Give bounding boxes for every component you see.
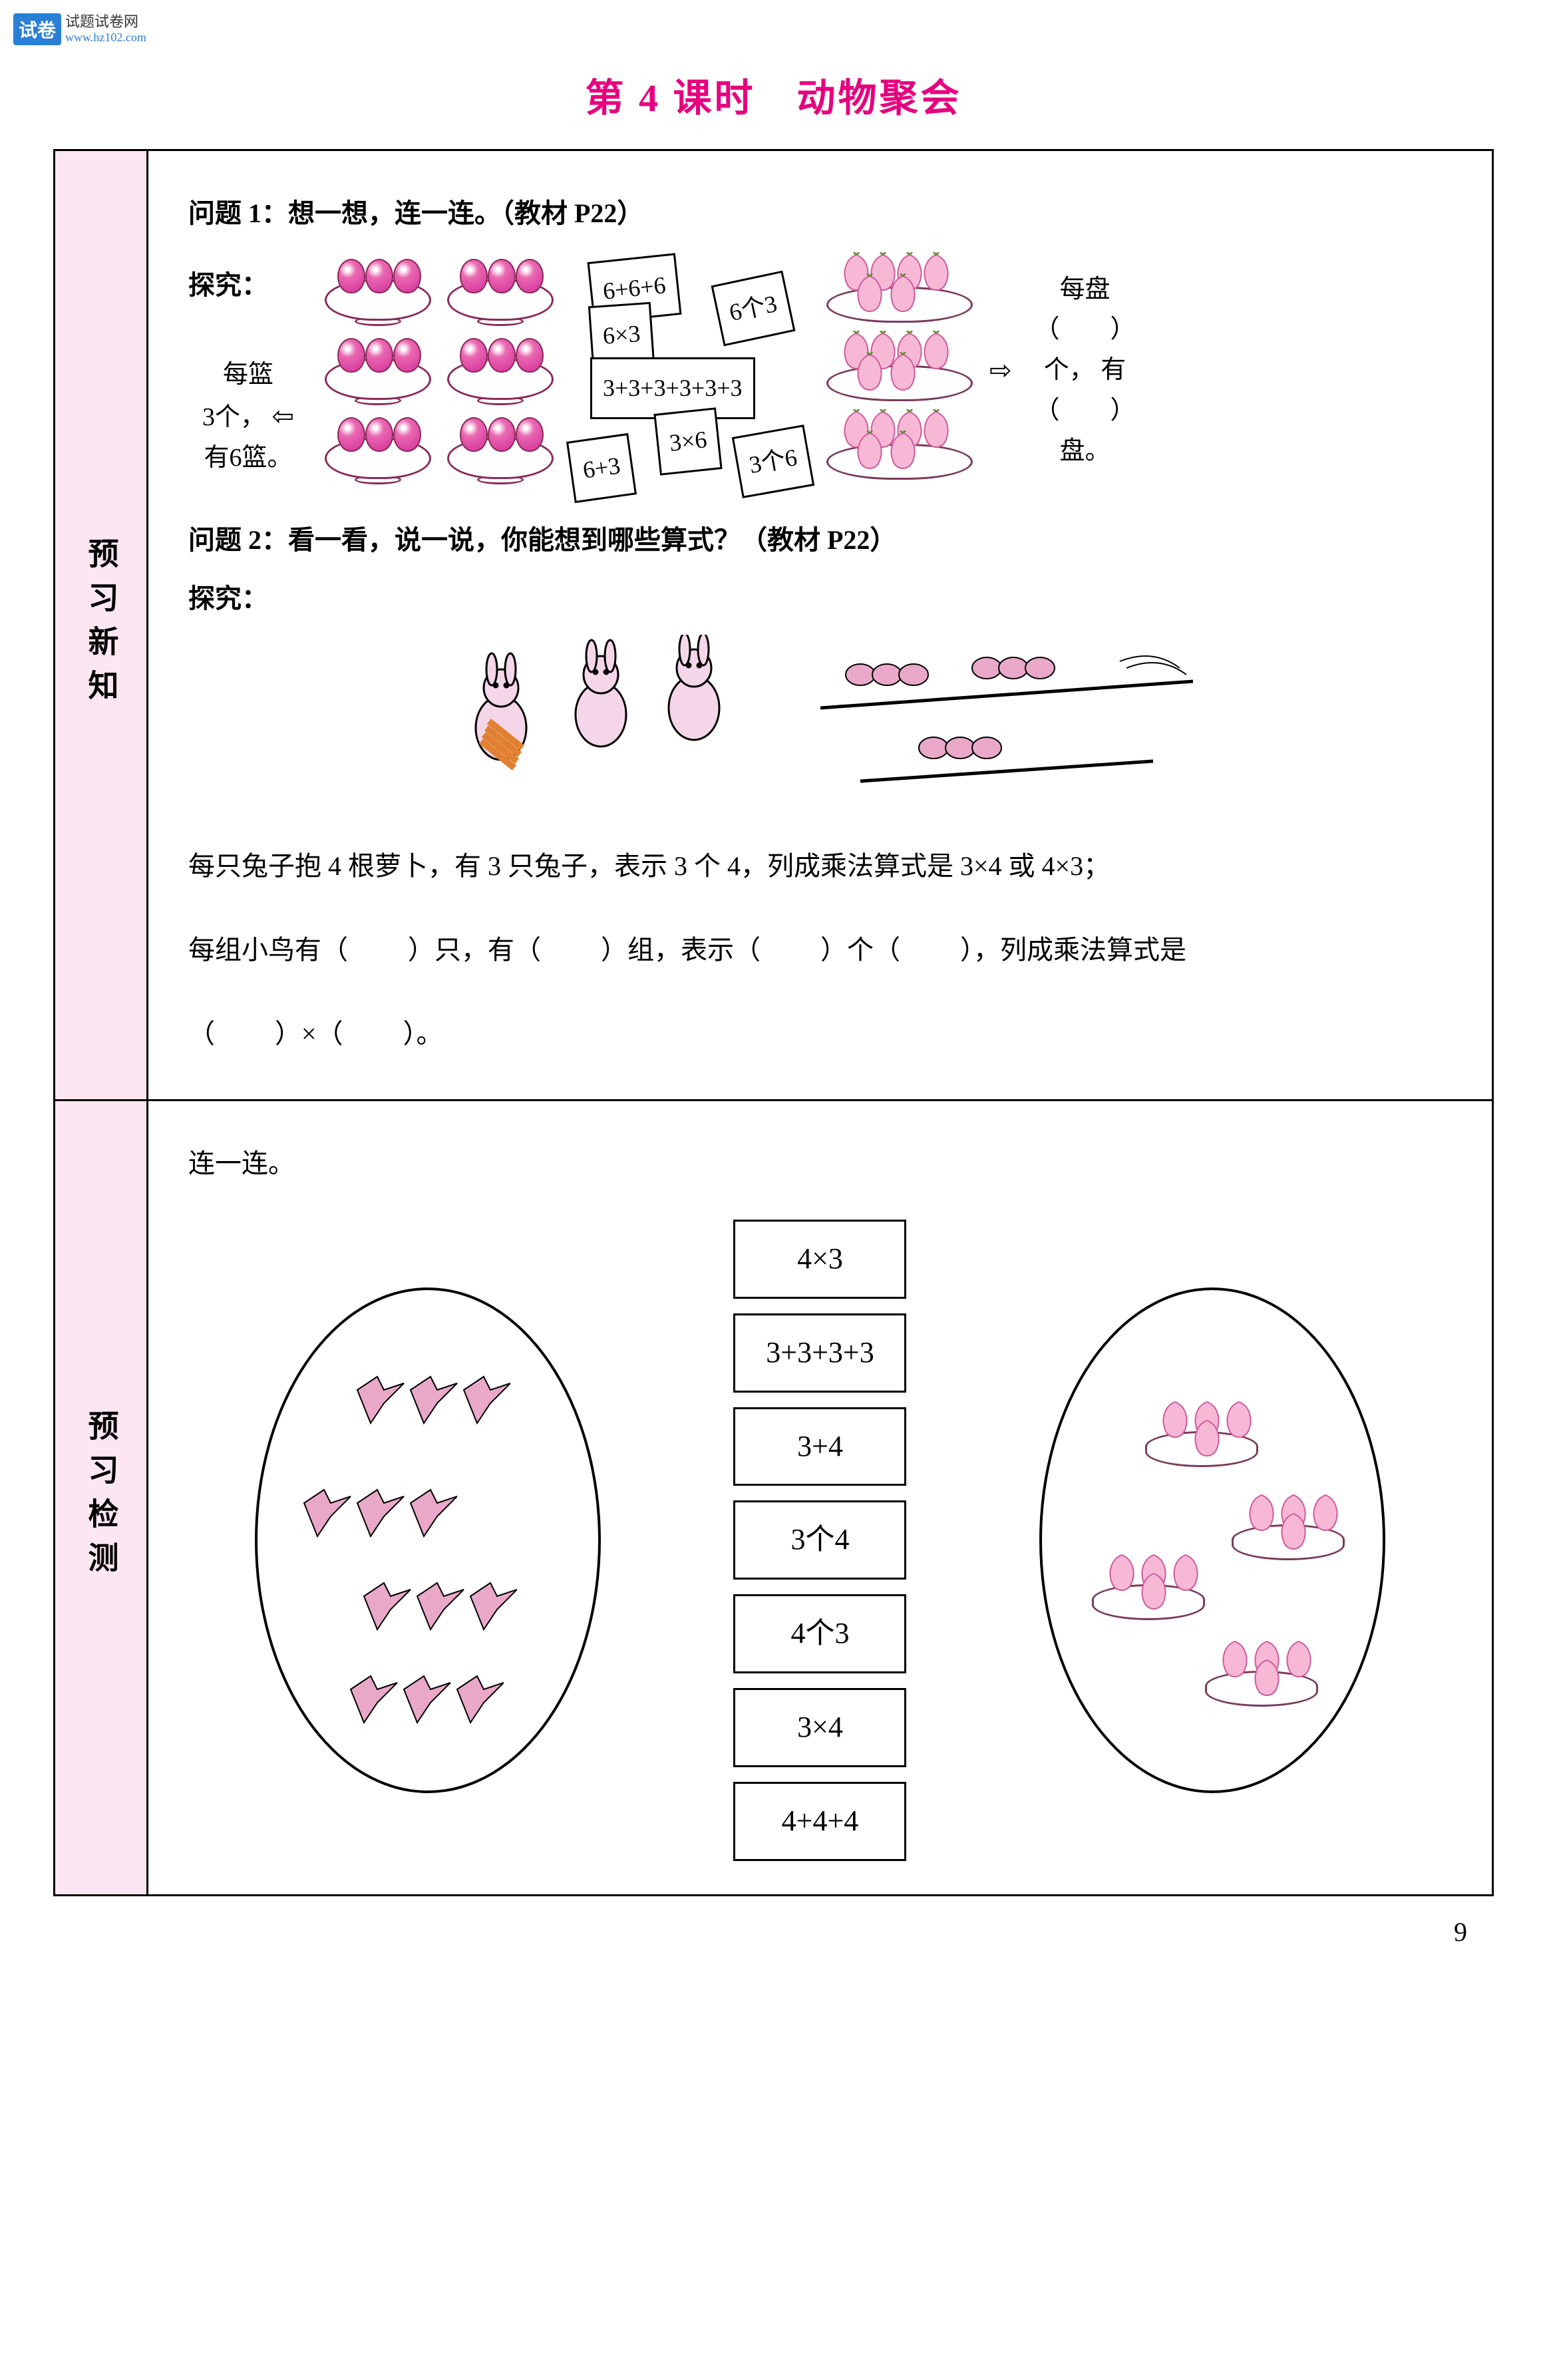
left-note-l1: 每篮	[223, 361, 273, 389]
formula-box: 3个4	[733, 1500, 906, 1580]
q2-l3c: ）。	[403, 1019, 443, 1049]
right-note-l4: （ ）	[1035, 397, 1136, 425]
row-preview-new: 预习新知 问题 1：想一想，连一连。（教材 P22） 探究： 每篮 3个， ⇦ …	[55, 151, 1492, 1101]
q1-explore-row: 探究： 每篮 3个， ⇦ 有6篮。	[188, 256, 1452, 484]
swallow-group-icon	[291, 1476, 457, 1550]
formula-box: 6+3	[566, 432, 637, 502]
peach-icon	[1248, 1657, 1286, 1699]
peach-icon	[918, 331, 955, 372]
right-oval	[1039, 1287, 1385, 1793]
peach-icon	[1135, 1571, 1172, 1612]
q2-l2c: ）组，表示（	[601, 935, 761, 965]
peach-plate-icon	[1142, 1403, 1262, 1470]
left-note-l3: 有6篮。	[204, 444, 292, 472]
formula-box: 3×6	[653, 407, 723, 476]
side-label-1: 预习新知	[55, 151, 148, 1099]
peach-icon	[1220, 1399, 1258, 1441]
logo-url: www.hz102.com	[65, 31, 146, 44]
peach-icon	[851, 273, 888, 315]
basket-icon	[321, 415, 434, 484]
peach-icon	[1188, 1418, 1226, 1459]
peach-icon	[851, 352, 888, 393]
bottom-title: 连一连。	[188, 1134, 1452, 1193]
peach-icon	[851, 430, 888, 472]
basket-icon	[321, 256, 434, 326]
q1-explore: 探究：	[188, 256, 308, 315]
side-label-2: 预习检测	[55, 1101, 148, 1894]
formula-box: 3+3+3+3	[733, 1313, 906, 1393]
q2-l2b: ）只，有（	[408, 935, 541, 965]
formula-box: 4×3	[733, 1220, 906, 1299]
right-note-l3: 个， 有	[1044, 356, 1126, 384]
content-1: 问题 1：想一想，连一连。（教材 P22） 探究： 每篮 3个， ⇦ 有6篮。	[148, 151, 1492, 1099]
peach-icon	[918, 252, 955, 293]
q1-label: 问题 1：想一想，连一连。（教材 P22）	[188, 184, 1452, 243]
plate-icon	[823, 337, 976, 404]
peach-icon	[918, 409, 955, 450]
plate-icon	[823, 259, 976, 325]
formula-box: 3+3+3+3+3+3	[590, 357, 755, 419]
page-number: 9	[53, 1916, 1494, 1948]
q2-line3: （ ）×（ ）。	[188, 1002, 1452, 1066]
peach-icon	[884, 430, 922, 472]
peach-plate-icon	[1228, 1496, 1348, 1563]
q2-image-row	[188, 635, 1452, 814]
formula-box: 4个3	[733, 1594, 906, 1673]
q2-explore: 探究：	[188, 570, 1452, 628]
basket-icon	[444, 415, 557, 484]
peach-icon	[884, 273, 922, 315]
peach-plate-icon	[1202, 1643, 1321, 1709]
baskets-grid	[321, 256, 557, 484]
q2-l2d: ）个（	[820, 935, 900, 965]
formula-box: 6个3	[711, 270, 796, 346]
swallow-group-icon	[351, 1570, 517, 1643]
main-frame: 预习新知 问题 1：想一想，连一连。（教材 P22） 探究： 每篮 3个， ⇦ …	[53, 149, 1494, 1896]
right-note-l5: 盘。	[1060, 437, 1111, 465]
left-oval	[255, 1287, 601, 1793]
page-title: 第 4 课时 动物聚会	[53, 67, 1494, 122]
formula-box: 3×4	[733, 1688, 906, 1767]
basket-icon	[444, 335, 557, 405]
plates-col	[823, 259, 976, 482]
peach-plate-icon	[1089, 1556, 1208, 1623]
q1-right-note: 每盘 （ ） 个， 有 （ ） 盘。	[1025, 269, 1145, 472]
swallow-group-icon	[337, 1663, 504, 1736]
q2-l2e: ），列成乘法算式是	[960, 935, 1186, 965]
q2-line1: 每只兔子抱 4 根萝卜，有 3 只兔子，表示 3 个 4，列成乘法算式是 3×4…	[188, 834, 1452, 898]
match-row: 4×3 3+3+3+3 3+4 3个4 4个3 3×4 4+4+4	[188, 1220, 1452, 1861]
plate-icon	[823, 416, 976, 482]
left-note-l2: 3个，	[202, 403, 265, 431]
logo-text: 试题试卷网	[65, 13, 138, 30]
peach-icon	[1280, 1639, 1317, 1680]
q2-l3b: ）×（	[275, 1019, 343, 1049]
logo-text-wrap: 试题试卷网 www.hz102.com	[65, 14, 146, 44]
arrow-left-icon: ⇦	[272, 401, 295, 431]
q2-l2a: 每组小鸟有（	[188, 935, 348, 965]
q2-line2: 每组小鸟有（ ）只，有（ ）组，表示（ ）个（ ），列成乘法算式是	[188, 918, 1452, 982]
peach-icon	[884, 352, 922, 393]
formula-area: 6+6+6 6×3 6个3 3+3+3+3+3+3 6+3 3×6 3个6	[570, 257, 810, 484]
formula-box: 3+4	[733, 1407, 906, 1486]
peach-icon	[1167, 1552, 1204, 1594]
arrow-right-icon: ⇨	[989, 341, 1012, 400]
content-2: 连一连。	[148, 1101, 1492, 1894]
peach-icon	[1307, 1492, 1344, 1534]
birds-icon	[820, 635, 1193, 814]
mid-col: 4×3 3+3+3+3 3+4 3个4 4个3 3×4 4+4+4	[733, 1220, 906, 1861]
row-preview-test: 预习检测 连一连。	[55, 1101, 1492, 1894]
rabbits-icon	[448, 635, 780, 814]
basket-icon	[444, 256, 557, 326]
basket-icon	[321, 335, 434, 405]
peach-icon	[1275, 1511, 1312, 1552]
q2-l3a: （	[188, 1019, 215, 1049]
q1-left-note: 每篮 3个， ⇦ 有6篮。	[188, 355, 308, 478]
swallow-group-icon	[344, 1363, 510, 1437]
site-logo: 试卷 试题试卷网 www.hz102.com	[13, 13, 146, 45]
q2-label: 问题 2：看一看，说一说，你能想到哪些算式？（教材 P22）	[188, 511, 1452, 570]
right-note-l1: 每盘	[1060, 275, 1111, 303]
formula-box: 3个6	[732, 425, 815, 498]
right-note-l2: （ ）	[1035, 315, 1136, 343]
formula-box: 4+4+4	[733, 1782, 906, 1861]
logo-box: 试卷	[13, 13, 61, 45]
